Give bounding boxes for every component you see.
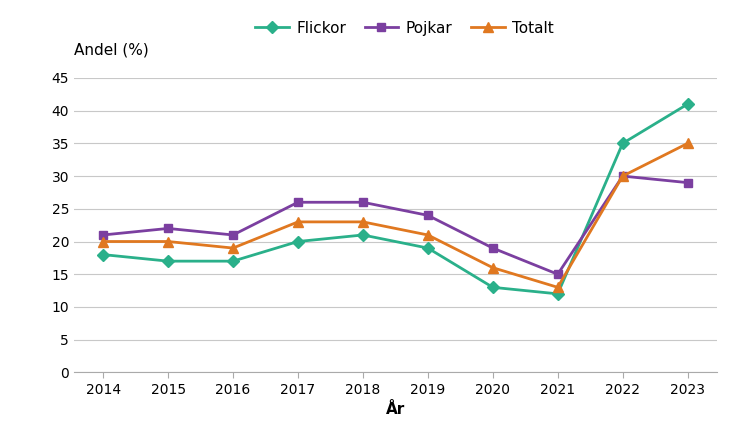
X-axis label: År: År — [386, 402, 405, 417]
Legend: Flickor, Pojkar, Totalt: Flickor, Pojkar, Totalt — [255, 21, 554, 36]
Text: Andel (%): Andel (%) — [74, 42, 149, 57]
